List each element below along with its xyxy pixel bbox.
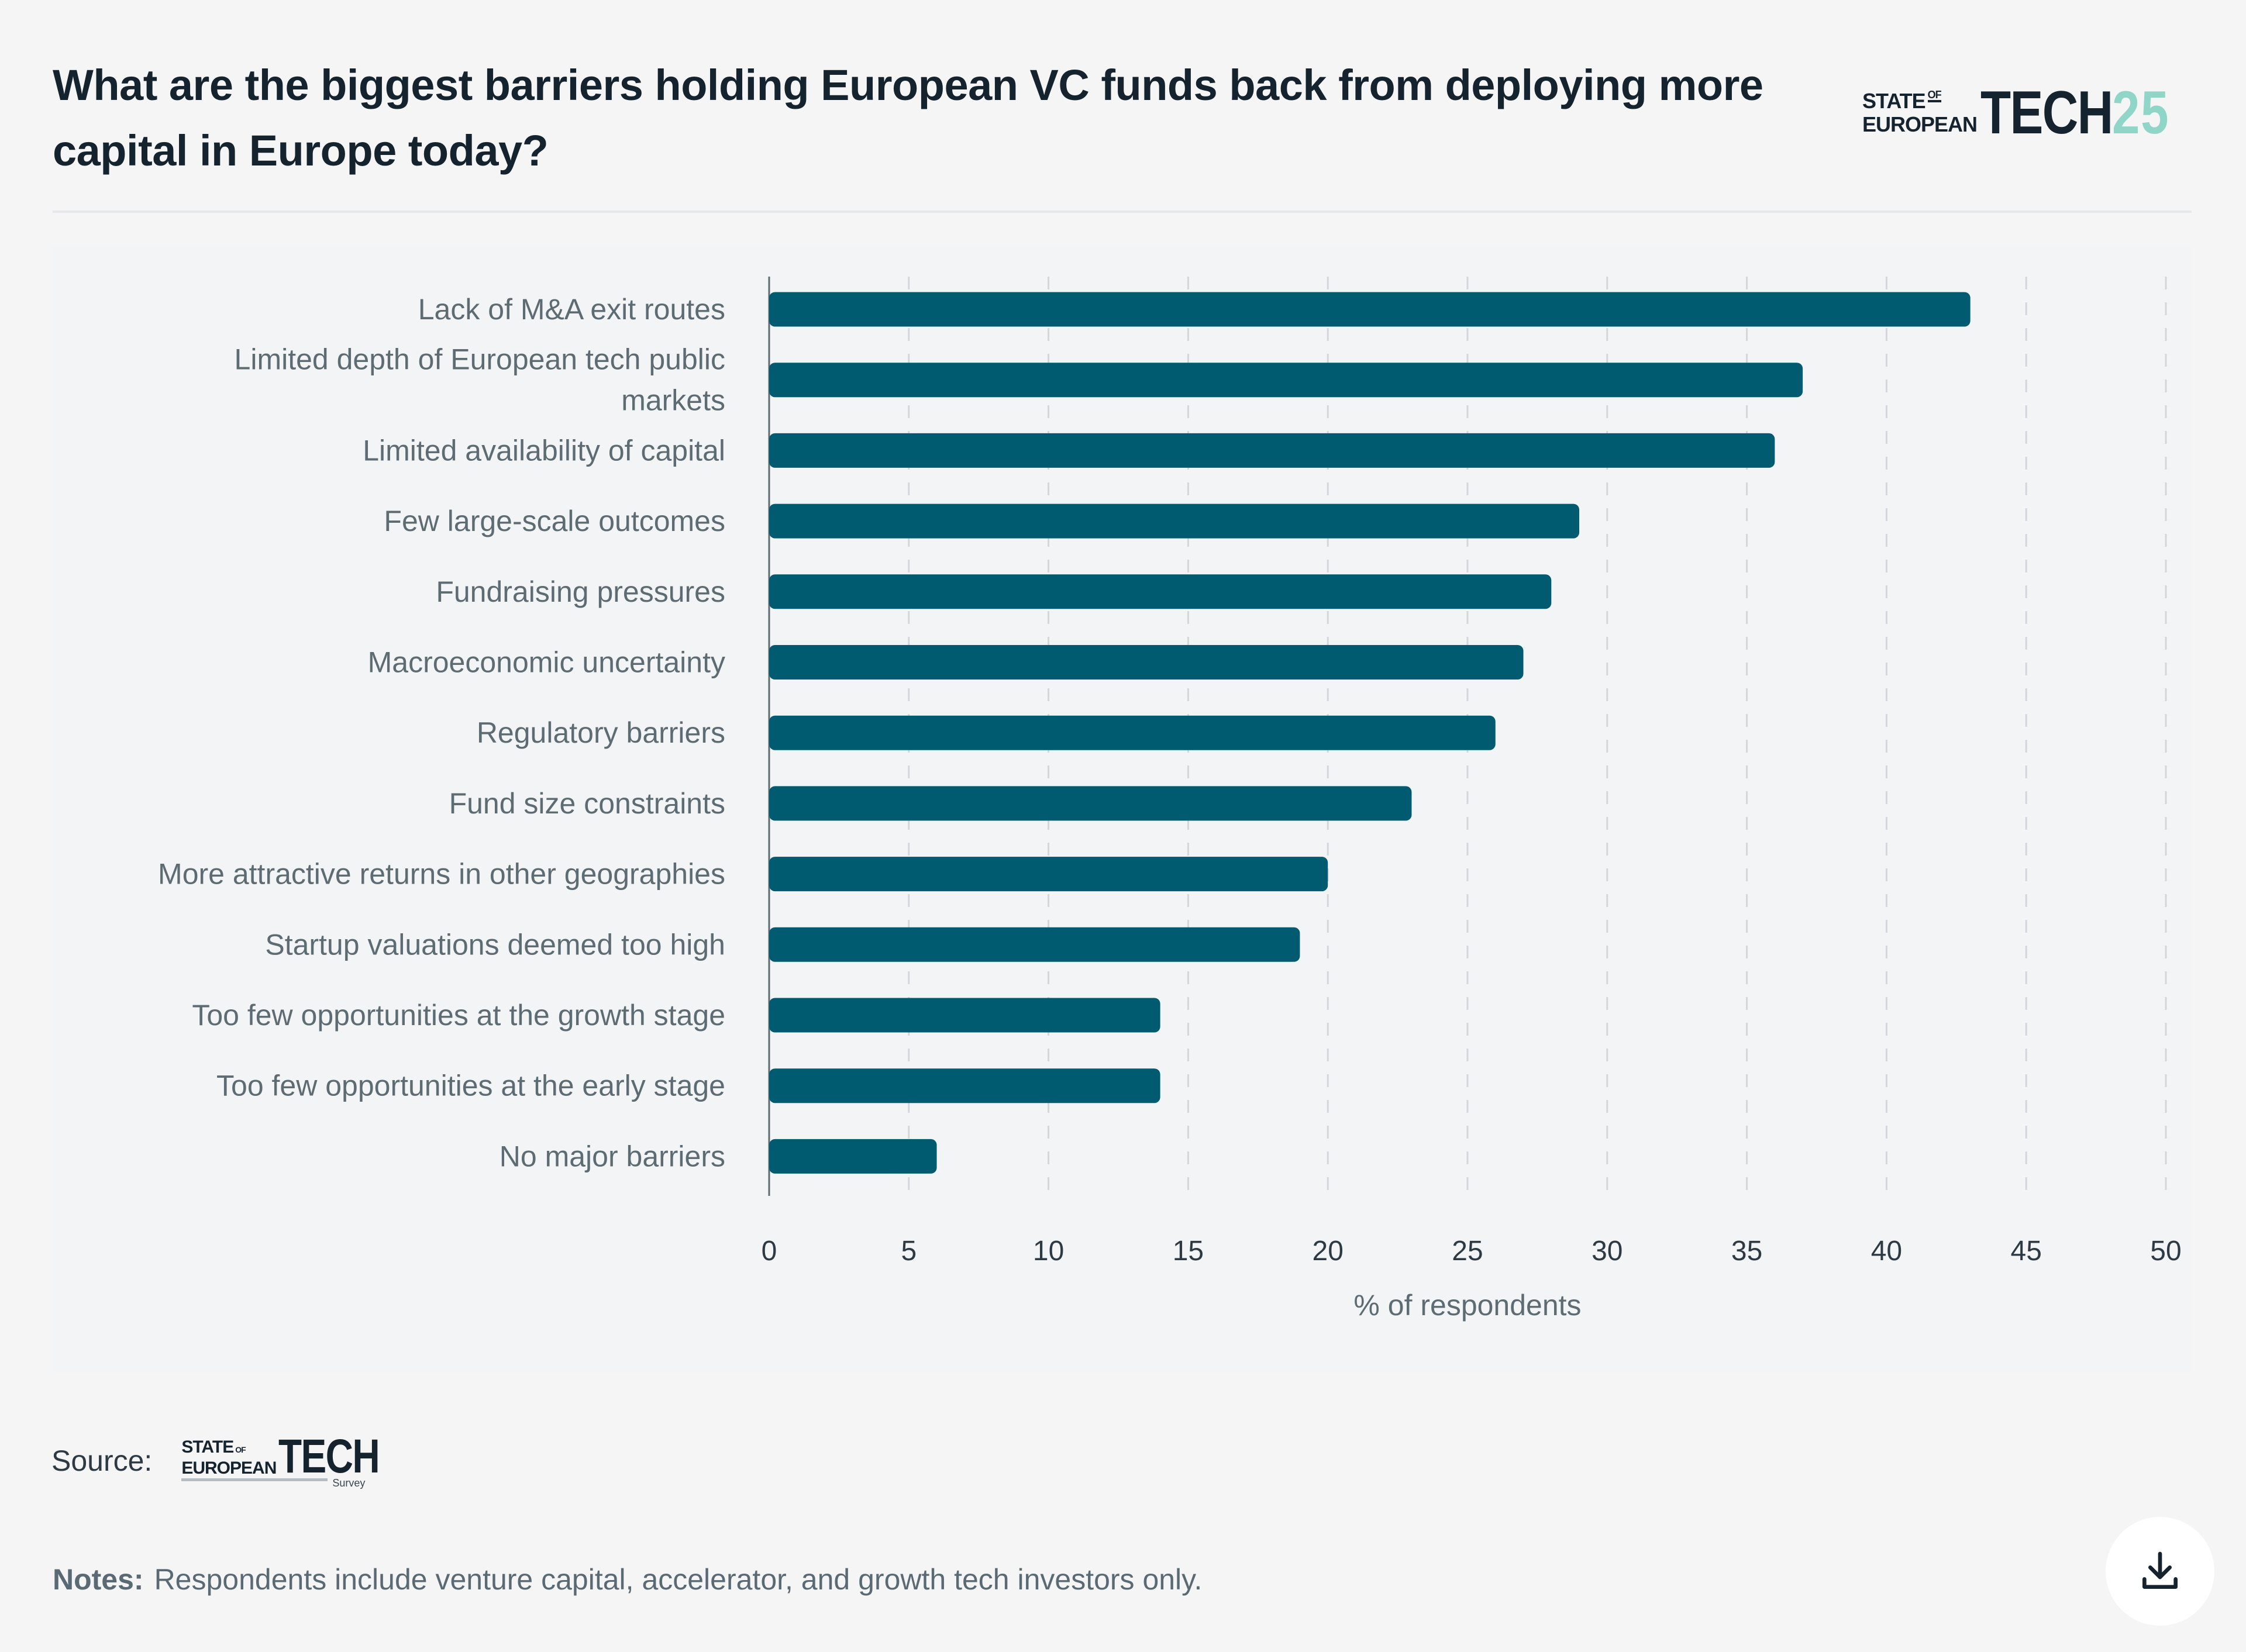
x-tick-label: 10 [1033,1236,1064,1267]
bar [769,786,1412,821]
x-tick-label: 40 [1871,1236,1902,1267]
category-label: Fundraising pressures [436,575,725,608]
x-tick-label: 25 [1452,1236,1483,1267]
x-tick-label: 0 [762,1236,777,1267]
bar [769,503,1580,539]
source-logo-tech: TECH [278,1430,380,1483]
source-logo-european: EUROPEAN [181,1458,277,1478]
category-label: Limited availability of capital [363,434,725,467]
category-label: Limited depth of European tech public [235,343,725,376]
notes-text: Respondents include venture capital, acc… [154,1563,1203,1596]
bar [769,645,1524,680]
bar [769,927,1300,962]
logo-text-of: OF [1927,89,1942,102]
category-label: Lack of M&A exit routes [418,293,725,326]
category-label: Too few opportunities at the growth stag… [192,999,725,1032]
notes-label: Notes: [53,1563,144,1596]
logo-text-tech: TECH [1980,79,2113,147]
source-logo-of: OF [235,1445,246,1454]
x-tick-label: 20 [1313,1236,1344,1267]
x-tick-label: 50 [2150,1236,2181,1267]
bar [769,1068,1160,1103]
source: Source: STATE OF EUROPEAN TECH Survey [51,1430,405,1489]
bar-chart: 0 5 10 15 20 25 30 35 40 45 50 Lack of M&A exit rou… [158,277,2182,1322]
x-tick-label: 35 [1731,1236,1762,1267]
bar [769,433,1775,468]
category-label: Macroeconomic uncertainty [368,646,725,679]
bar [769,998,1160,1033]
x-tick-label: 5 [901,1236,917,1267]
notes: Notes: Respondents include venture capita… [53,1563,1202,1596]
category-label: Startup valuations deemed too high [265,928,725,961]
bar [769,292,1971,327]
category-label: Few large-scale outcomes [384,505,725,537]
category-label: No major barriers [500,1140,725,1172]
category-label: Regulatory barriers [477,716,725,749]
source-logo-state: STATE [181,1437,234,1457]
source-label: Source: [51,1444,153,1477]
bar [769,1139,937,1174]
x-axis-title: % of respondents [1353,1289,1581,1322]
bar [769,857,1328,892]
logo-text-european: EUROPEAN [1862,112,1978,136]
bar [769,574,1552,609]
category-label: More attractive returns in other geograp… [158,858,725,891]
category-label: Too few opportunities at the early stage [216,1070,725,1102]
logo-text-state: STATE [1862,89,1926,113]
source-logo-survey: Survey [332,1477,366,1489]
chart-title: What are the biggest barriers holding Eu… [53,61,1763,175]
bar [769,715,1496,750]
bar [769,363,1803,398]
download-button[interactable] [2106,1517,2214,1626]
state-of-european-tech-25-logo: STATE OF EUROPEAN TECH 25 [1862,79,2182,147]
download-icon [2142,1551,2178,1589]
chart-panel: 0 5 10 15 20 25 30 35 40 45 50 Lack of M&A exit rou… [53,246,2192,1372]
x-tick-label: 15 [1173,1236,1204,1267]
logo-text-year: 25 [2112,79,2170,147]
source-logo-rule [181,1478,328,1481]
category-label: Fund size constraints [449,787,725,820]
category-label: markets [621,384,725,417]
header-divider [53,211,2192,213]
source-logo[interactable]: STATE OF EUROPEAN TECH Survey [181,1430,404,1489]
x-tick-label: 45 [2011,1236,2042,1267]
x-tick-label: 30 [1592,1236,1623,1267]
